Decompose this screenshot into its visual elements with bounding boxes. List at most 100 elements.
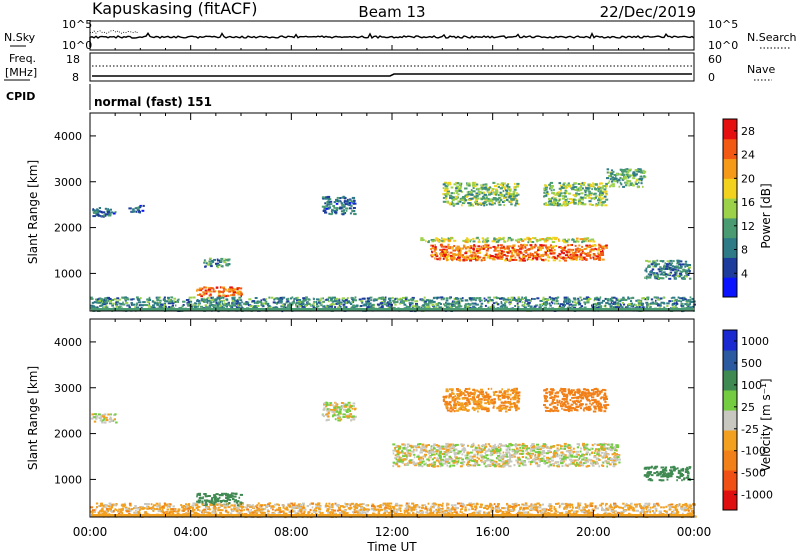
- power-cell: [118, 302, 121, 305]
- power-cell: [481, 237, 484, 240]
- power-cell: [460, 199, 463, 202]
- power-cell: [231, 299, 235, 302]
- power-cell: [438, 306, 442, 309]
- power-cell: [476, 183, 479, 186]
- power-cell: [204, 289, 207, 292]
- power-cell: [468, 303, 472, 306]
- power-cell: [472, 305, 476, 308]
- power-cell: [661, 260, 664, 263]
- power-cell: [95, 298, 98, 301]
- power-cell: [467, 257, 472, 260]
- velocity-cell: [345, 411, 349, 413]
- power-cell: [156, 303, 159, 306]
- power-cell: [548, 237, 552, 240]
- power-cell: [454, 195, 458, 198]
- velocity-cell: [337, 413, 340, 416]
- power-cell: [458, 253, 462, 256]
- velocity-cell: [545, 461, 549, 464]
- power-cell: [234, 304, 236, 307]
- power-cell: [663, 296, 665, 299]
- power-cell: [434, 248, 437, 251]
- power-cell: [234, 288, 237, 291]
- power-cell: [584, 303, 586, 306]
- power-cell: [668, 262, 671, 265]
- power-cell: [542, 298, 546, 301]
- power-cell: [583, 301, 586, 304]
- power-cell: [293, 299, 295, 302]
- velocity-cell: [469, 451, 473, 454]
- power-cell: [427, 240, 430, 243]
- power-cell: [527, 302, 531, 305]
- power-cell: [579, 186, 582, 188]
- power-cell: [165, 300, 169, 303]
- power-cell: [523, 250, 527, 253]
- velocity-cell: [443, 455, 446, 458]
- power-cell: [472, 190, 476, 193]
- power-cell: [253, 301, 256, 304]
- power-cell: [567, 238, 571, 241]
- power-cell: [572, 257, 576, 260]
- power-cell: [262, 303, 265, 305]
- power-cell: [646, 298, 648, 301]
- power-cell: [205, 290, 209, 293]
- power-cell: [565, 241, 569, 244]
- power-cell: [444, 254, 448, 257]
- power-cell: [303, 298, 308, 301]
- power-cell: [500, 194, 504, 197]
- power-cell: [450, 256, 454, 259]
- power-cell: [659, 269, 663, 272]
- power-cell: [305, 305, 307, 308]
- velocity-cell: [563, 460, 565, 463]
- velocity-cell: [439, 460, 443, 463]
- power-cell: [452, 255, 455, 258]
- power-cell: [428, 301, 432, 304]
- velocity-cell: [616, 449, 618, 452]
- power-cell: [442, 193, 446, 196]
- power-cell: [475, 250, 479, 253]
- power-cell: [333, 206, 336, 209]
- power-cell: [616, 304, 620, 307]
- power-cell: [219, 259, 223, 262]
- power-cell: [502, 297, 505, 300]
- power-cell: [176, 301, 179, 303]
- velocity-cell: [473, 453, 477, 456]
- power-cell: [595, 183, 598, 186]
- velocity-cell: [458, 457, 461, 460]
- power-cell: [513, 298, 517, 301]
- power-cell: [551, 238, 553, 241]
- search-label: N.Search: [747, 31, 797, 44]
- velocity-cell: [554, 451, 558, 454]
- power-cell: [345, 207, 349, 210]
- power-cell: [470, 238, 472, 241]
- power-cell: [304, 303, 308, 306]
- power-cell: [667, 266, 671, 269]
- velocity-cell: [477, 464, 481, 467]
- power-cell: [611, 300, 614, 303]
- power-cell: [478, 191, 482, 193]
- velocity-cell: [463, 449, 467, 452]
- velocity-cell: [572, 452, 575, 455]
- power-cell: [240, 306, 243, 309]
- power-cell: [535, 304, 539, 307]
- velocity-cell: [510, 454, 514, 457]
- power-cell: [136, 303, 138, 306]
- power-cell: [299, 303, 302, 306]
- power-cell: [595, 255, 600, 258]
- power-cell: [539, 257, 542, 260]
- velocity-cell: [352, 405, 355, 408]
- power-cell: [505, 257, 508, 260]
- power-cell: [108, 299, 112, 302]
- velocity-cell: [464, 454, 467, 457]
- velocity-cell: [412, 461, 415, 464]
- power-cell: [457, 255, 460, 258]
- velocity-cell: [429, 455, 432, 458]
- power-cell: [440, 296, 443, 299]
- power-cell: [376, 303, 380, 306]
- velocity-cell: [93, 413, 97, 416]
- power-cell: [582, 183, 585, 186]
- power-cell: [174, 304, 177, 307]
- velocity-cell: [567, 447, 571, 450]
- power-cell: [217, 304, 220, 307]
- velocity-cell: [563, 442, 567, 445]
- power-cell: [527, 253, 531, 256]
